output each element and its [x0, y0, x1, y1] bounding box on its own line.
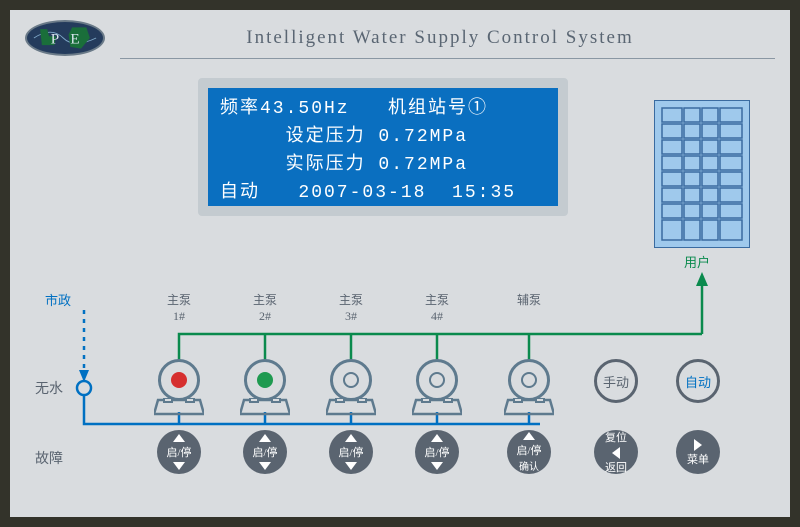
start-stop-button[interactable]: 启/停确认 [507, 430, 551, 474]
lcd-line-setp: 设定压力 0.72MPa [220, 124, 546, 152]
pump-base-icon [240, 398, 290, 416]
lcd-line-actp: 实际压力 0.72MPa [220, 152, 546, 180]
svg-text:P: P [51, 31, 59, 47]
pump-indicator [158, 359, 200, 401]
reset-back-button[interactable]: 复位返回 [594, 430, 638, 474]
pump-base-icon [326, 398, 376, 416]
pump-indicator [330, 359, 372, 401]
user-building-icon [654, 100, 750, 248]
start-stop-button[interactable]: 启/停 [415, 430, 459, 474]
start-stop-button[interactable]: 启/停 [157, 430, 201, 474]
svg-text:E: E [70, 31, 79, 47]
pump-base-icon [412, 398, 462, 416]
pump-indicator [508, 359, 550, 401]
municipal-label: 市政 [45, 290, 71, 309]
pump-label: 主泵1# [149, 293, 209, 324]
pump-base-icon [154, 398, 204, 416]
pump-label: 辅泵 [499, 293, 559, 309]
manual-mode-button[interactable]: 手动 [594, 359, 638, 403]
auto-mode-button[interactable]: 自动 [676, 359, 720, 403]
pump-area: 市政 无水 故障 主泵1#启/停主泵2#启/停主泵3#启/停主泵4#启/停辅泵启… [110, 290, 760, 497]
menu-button[interactable]: 菜单 [676, 430, 720, 474]
lcd-line-datetime: 自动 2007-03-18 15:35 [220, 180, 546, 208]
pump-base-icon [504, 398, 554, 416]
pump-label: 主泵4# [407, 293, 467, 324]
header-rule [120, 58, 775, 59]
pump-indicator [244, 359, 286, 401]
user-label: 用户 [684, 252, 710, 271]
system-title: Intelligent Water Supply Control System [105, 27, 775, 49]
pump-label: 主泵2# [235, 293, 295, 324]
no-water-label: 无水 [35, 378, 63, 398]
pump-label: 主泵3# [321, 293, 381, 324]
lcd-line-freq: 频率43.50Hz 机组站号① [220, 96, 546, 124]
header: P E Intelligent Water Supply Control Sys… [25, 20, 775, 56]
start-stop-button[interactable]: 启/停 [243, 430, 287, 474]
pump-indicator [416, 359, 458, 401]
start-stop-button[interactable]: 启/停 [329, 430, 373, 474]
fault-label: 故障 [35, 448, 63, 468]
lcd-display: 频率43.50Hz 机组站号① 设定压力 0.72MPa 实际压力 0.72MP… [198, 78, 568, 216]
brand-logo: P E [25, 20, 105, 56]
control-panel: P E Intelligent Water Supply Control Sys… [0, 0, 800, 527]
